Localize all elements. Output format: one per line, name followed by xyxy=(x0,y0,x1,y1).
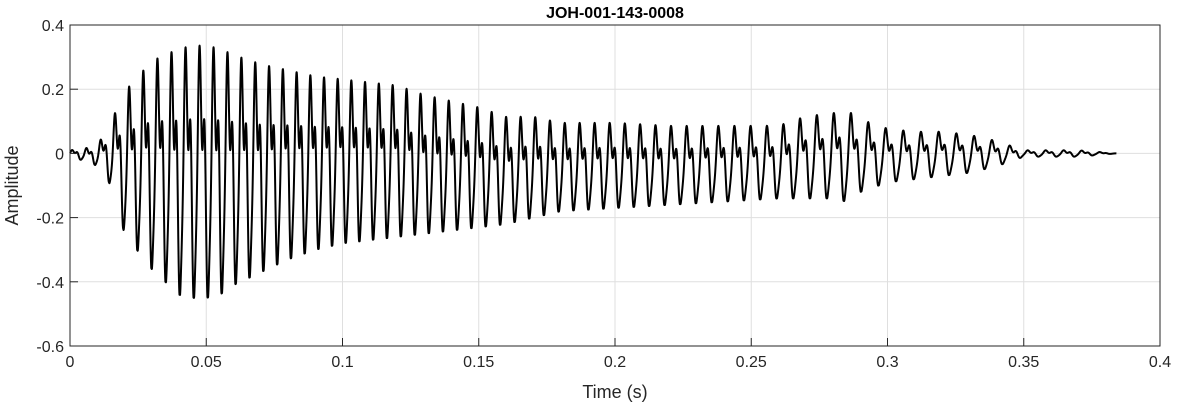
x-tick-label: 0.05 xyxy=(191,354,222,371)
x-axis-label: Time (s) xyxy=(582,382,647,402)
x-tick-label: 0.1 xyxy=(331,354,353,371)
y-tick-label: -0.6 xyxy=(36,339,64,356)
waveform-line xyxy=(69,44,1118,299)
x-tick-label: 0.15 xyxy=(463,354,494,371)
x-tick-label: 0 xyxy=(66,354,75,371)
x-tick-label: 0.3 xyxy=(876,354,898,371)
y-tick-label: -0.4 xyxy=(36,275,64,292)
x-axis-ticks: 0 0.05 0.1 0.15 0.2 0.25 0.3 0.35 0.4 xyxy=(66,338,1171,371)
x-tick-label: 0.4 xyxy=(1149,354,1171,371)
x-tick-label: 0.2 xyxy=(604,354,626,371)
y-tick-label: 0 xyxy=(55,146,64,163)
y-axis-label: Amplitude xyxy=(2,145,22,225)
y-tick-label: -0.2 xyxy=(36,211,64,228)
y-tick-label: 0.2 xyxy=(42,82,64,99)
y-tick-label: 0.4 xyxy=(42,18,64,35)
y-axis-ticks: -0.6 -0.4 -0.2 0 0.2 0.4 xyxy=(36,18,78,356)
chart-title: JOH-001-143-0008 xyxy=(546,5,684,22)
x-tick-label: 0.35 xyxy=(1008,354,1039,371)
x-tick-label: 0.25 xyxy=(736,354,767,371)
plot-area xyxy=(69,44,1118,299)
